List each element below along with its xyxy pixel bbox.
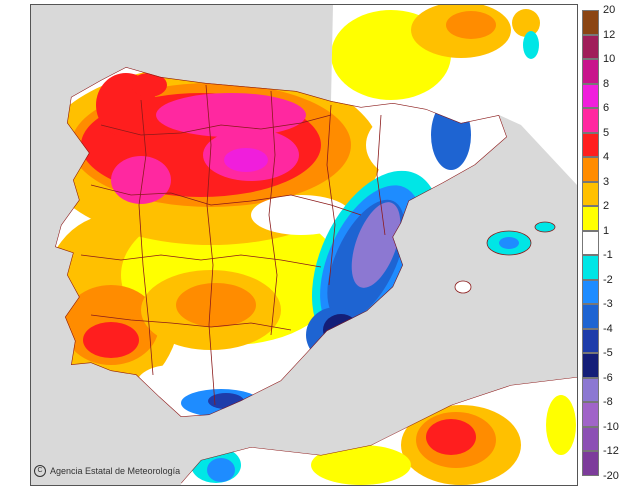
legend-label-positive: 3 [603, 175, 610, 188]
legend-label-positive: 4 [603, 151, 610, 163]
copyright-icon: C [34, 465, 46, 477]
legend-swatch-negative [582, 328, 599, 353]
legend-swatch-negative [582, 279, 599, 304]
agency-credit: C Agencia Estatal de Meteorología [34, 465, 180, 477]
legend-label-positive: 2 [603, 200, 610, 212]
legend-swatch-positive [582, 10, 599, 35]
legend-label-negative: -5 [603, 347, 613, 359]
legend-label-negative: -12 [603, 445, 619, 457]
legend-swatch-negative [582, 402, 599, 427]
legend-swatch-positive [582, 83, 599, 108]
legend-label-positive: 12 [603, 28, 616, 41]
legend-label-negative: -2 [603, 273, 613, 286]
color-legend: 20 12 10 8 6 5 4 3 2 1 -1 -2 -3 -4 -5 -6 -8 -10 -12 -20 [582, 4, 628, 482]
credit-text: Agencia Estatal de Meteorología [50, 466, 181, 476]
legend-swatch-positive [582, 157, 599, 182]
legend-label-negative: -4 [603, 322, 613, 335]
legend-label-positive: 5 [603, 126, 610, 139]
legend-swatch-negative [582, 451, 599, 476]
legend-swatch-positive [582, 206, 599, 231]
legend-swatch-positive [582, 181, 599, 206]
legend-label-negative: -6 [603, 371, 613, 384]
legend-swatch-negative [582, 304, 599, 329]
legend-swatch-negative [582, 255, 599, 280]
legend-label-negative: -3 [603, 298, 613, 310]
legend-label-positive: 10 [603, 53, 616, 65]
legend-swatch-negative [582, 426, 599, 451]
legend-label-negative: -10 [603, 420, 619, 433]
legend-label-positive: 6 [603, 102, 610, 114]
legend-swatch-negative [582, 377, 599, 402]
legend-label-positive: 1 [603, 224, 610, 237]
legend-swatch-negative [582, 353, 599, 378]
anomaly-map [30, 4, 578, 486]
balearic-islands [454, 221, 556, 294]
legend-label-positive: 20 [603, 4, 616, 16]
legend-swatch-positive [582, 34, 599, 59]
legend-swatch-positive [582, 59, 599, 84]
legend-label-positive: 8 [603, 77, 610, 90]
legend-swatch-positive [582, 132, 599, 157]
legend-label-negative: -8 [603, 396, 613, 408]
legend-label-negative: -20 [603, 469, 619, 482]
map-canvas [31, 5, 577, 485]
legend-swatch-neutral [582, 230, 599, 255]
legend-swatch-positive [582, 108, 599, 133]
legend-label-negative: -1 [603, 249, 613, 261]
